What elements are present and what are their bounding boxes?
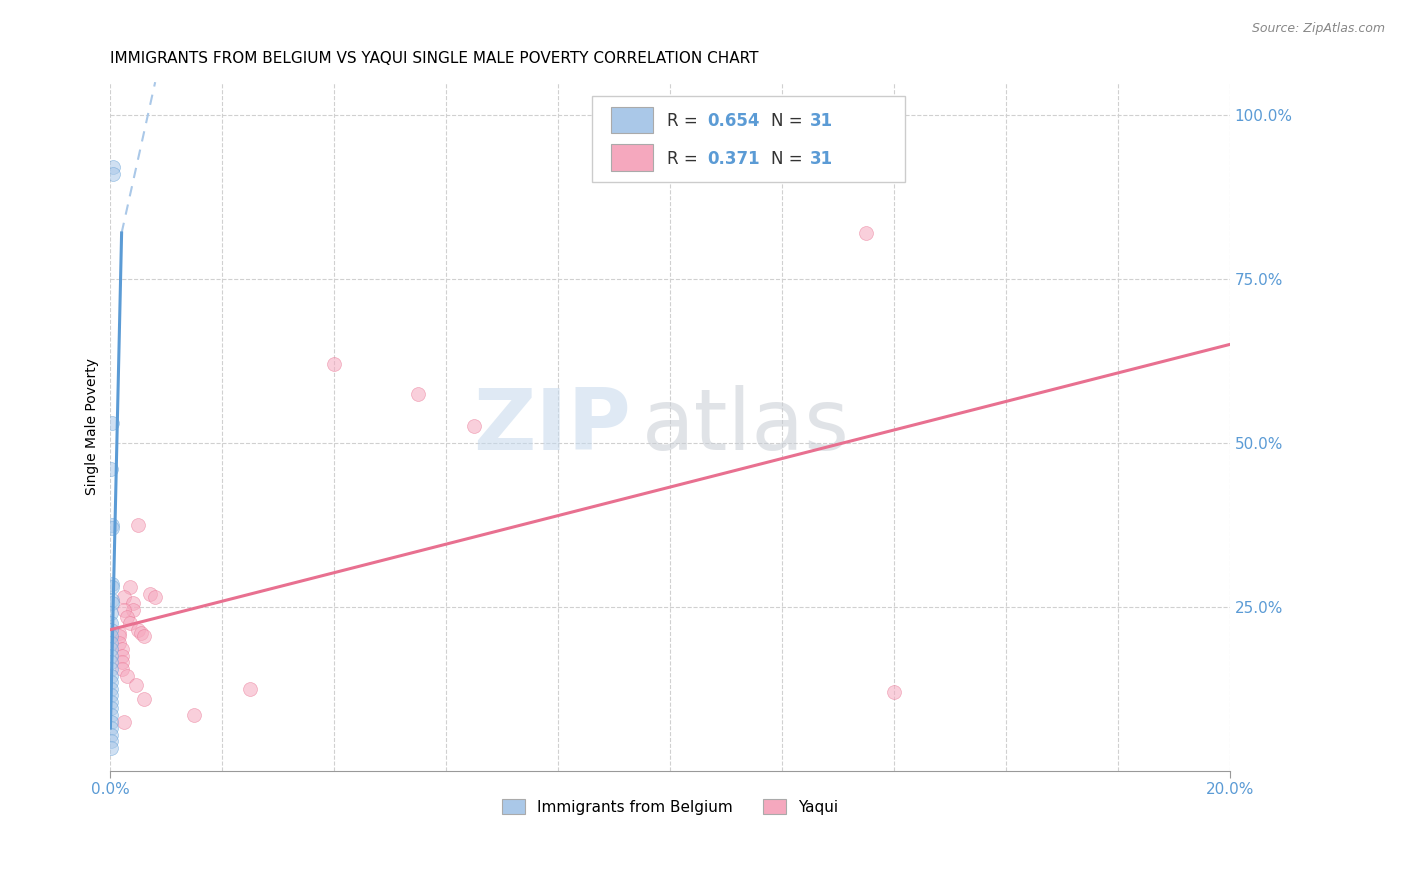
Point — [101, 416, 124, 430]
Point — [100, 668, 122, 682]
Point — [100, 636, 122, 650]
Text: ZIP: ZIP — [474, 385, 631, 468]
Point — [101, 593, 124, 607]
Point — [183, 708, 205, 723]
Point — [239, 681, 262, 696]
Point — [100, 734, 122, 748]
Point — [100, 708, 122, 723]
Point — [100, 721, 122, 735]
Text: Source: ZipAtlas.com: Source: ZipAtlas.com — [1251, 22, 1385, 36]
Point — [100, 675, 122, 690]
Point — [100, 616, 122, 631]
FancyBboxPatch shape — [610, 107, 654, 133]
Point — [463, 419, 485, 434]
Y-axis label: Single Male Poverty: Single Male Poverty — [86, 358, 100, 495]
Point — [101, 580, 124, 594]
Point — [101, 576, 124, 591]
Point — [883, 685, 905, 699]
Text: 31: 31 — [810, 150, 834, 168]
Text: R =: R = — [666, 150, 703, 168]
Point — [100, 662, 122, 676]
Point — [100, 688, 122, 702]
Point — [100, 681, 122, 696]
Text: IMMIGRANTS FROM BELGIUM VS YAQUI SINGLE MALE POVERTY CORRELATION CHART: IMMIGRANTS FROM BELGIUM VS YAQUI SINGLE … — [111, 51, 759, 66]
Point — [138, 587, 160, 601]
Point — [115, 609, 138, 624]
Point — [110, 648, 132, 663]
Point — [107, 629, 129, 643]
Point — [112, 603, 135, 617]
Text: N =: N = — [770, 112, 807, 130]
Point — [100, 629, 122, 643]
Point — [100, 695, 122, 709]
Point — [100, 701, 122, 715]
Point — [100, 642, 122, 657]
Point — [100, 607, 122, 621]
Point — [127, 623, 149, 637]
Point — [143, 590, 166, 604]
Point — [100, 648, 122, 663]
Point — [323, 357, 346, 371]
Point — [132, 629, 155, 643]
Text: atlas: atlas — [643, 385, 851, 468]
Text: 0.371: 0.371 — [707, 150, 759, 168]
Point — [124, 678, 146, 692]
Point — [100, 740, 122, 755]
Text: 0.654: 0.654 — [707, 112, 759, 130]
Point — [118, 616, 141, 631]
Point — [110, 656, 132, 670]
Point — [110, 642, 132, 657]
FancyBboxPatch shape — [610, 145, 654, 170]
Point — [100, 656, 122, 670]
Point — [103, 167, 125, 181]
Point — [107, 626, 129, 640]
Point — [100, 517, 122, 532]
Point — [100, 521, 122, 535]
Point — [406, 386, 429, 401]
Text: 31: 31 — [810, 112, 834, 130]
Point — [100, 728, 122, 742]
Point — [101, 161, 124, 175]
Point — [129, 626, 152, 640]
Legend: Immigrants from Belgium, Yaqui: Immigrants from Belgium, Yaqui — [502, 798, 838, 814]
Point — [107, 636, 129, 650]
Point — [100, 462, 122, 476]
Point — [100, 623, 122, 637]
Point — [100, 714, 122, 729]
Point — [101, 597, 124, 611]
Text: N =: N = — [770, 150, 807, 168]
Point — [110, 662, 132, 676]
FancyBboxPatch shape — [592, 96, 905, 182]
Point — [118, 580, 141, 594]
Point — [132, 691, 155, 706]
Text: R =: R = — [666, 112, 703, 130]
Point — [855, 226, 877, 240]
Point — [115, 668, 138, 682]
Point — [112, 590, 135, 604]
Point — [127, 517, 149, 532]
Point — [121, 603, 143, 617]
Point — [112, 714, 135, 729]
Point — [121, 597, 143, 611]
